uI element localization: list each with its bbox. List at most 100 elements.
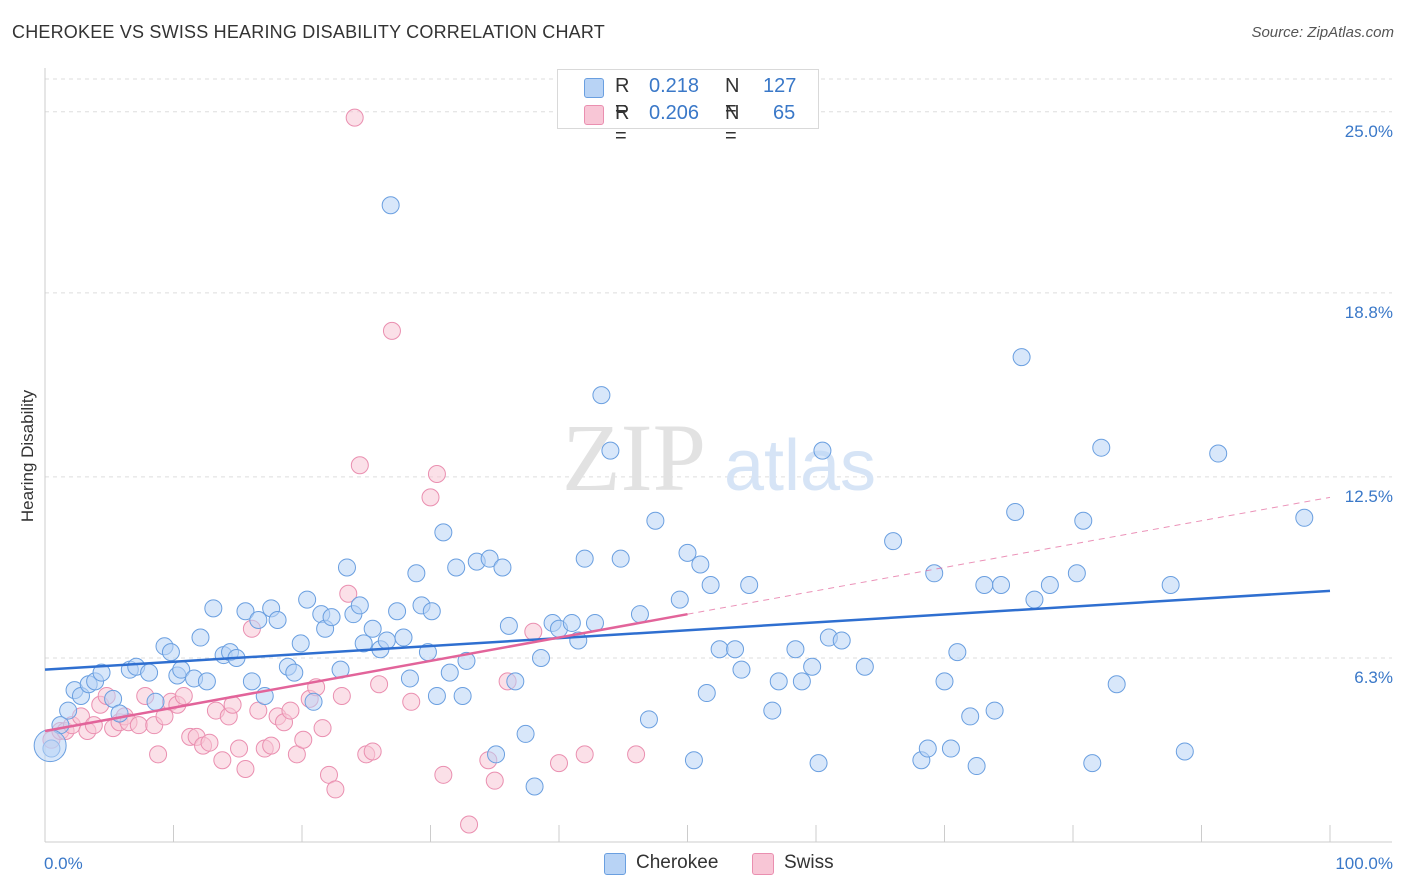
cherokee-point <box>236 602 255 621</box>
swiss-legend-label: Swiss <box>784 852 834 873</box>
source-label: Source: ZipAtlas.com <box>1251 24 1394 41</box>
cherokee-point <box>249 611 268 630</box>
cherokee-point <box>499 616 518 635</box>
cherokee-point <box>394 628 413 647</box>
swiss-point <box>460 815 479 834</box>
cherokee-point <box>377 631 396 650</box>
tick-labels: 6.3% 12.5% 18.8% 25.0% 0.0% 100.0% <box>44 122 1393 873</box>
cherokee-point <box>197 672 216 691</box>
cherokee-point <box>59 701 78 720</box>
cherokee-point <box>457 651 476 670</box>
swiss-trend-line <box>44 612 688 733</box>
swiss-point <box>281 701 300 720</box>
swiss-point <box>363 742 382 761</box>
r-value: 0.218 <box>649 75 700 97</box>
cherokee-point <box>562 613 581 632</box>
cherokee-point <box>1025 590 1044 609</box>
cherokee-point <box>516 724 535 743</box>
cherokee-point <box>525 777 544 796</box>
swiss-swatch <box>584 105 604 125</box>
cherokee-point <box>191 628 210 647</box>
cherokee-point <box>646 511 665 530</box>
chart-title: CHEROKEE VS SWISS HEARING DISABILITY COR… <box>12 22 605 42</box>
cherokee-point <box>601 441 620 460</box>
cherokee-point <box>732 660 751 679</box>
cherokee-point <box>813 441 832 460</box>
correlation-legend: R = 0.218 N = 127 R = 0.206 N = 65 <box>557 69 819 147</box>
swiss-point <box>236 759 255 778</box>
cherokee-point <box>967 757 986 776</box>
cherokee-point <box>447 558 466 577</box>
y-tick-label: 25.0% <box>1345 122 1393 141</box>
swiss-point <box>129 716 148 735</box>
cherokee-point <box>33 729 67 763</box>
x-tick-label: 100.0% <box>1335 854 1393 873</box>
cherokee-point <box>298 590 317 609</box>
cherokee-point <box>1107 675 1126 694</box>
cherokee-point <box>611 549 630 568</box>
cherokee-point <box>961 707 980 726</box>
cherokee-point <box>350 596 369 615</box>
cherokee-point <box>381 196 400 215</box>
cherokee-point <box>941 739 960 758</box>
swiss-point <box>174 686 193 705</box>
swiss-point <box>326 780 345 799</box>
cherokee-point <box>763 701 782 720</box>
cherokee-point <box>992 575 1011 594</box>
series-swiss-points <box>42 108 646 834</box>
trend-lines <box>44 496 1331 733</box>
cherokee-point <box>337 558 356 577</box>
cherokee-point <box>1083 754 1102 773</box>
swiss-point <box>345 108 364 127</box>
swiss-point <box>524 622 543 641</box>
cherokee-point <box>575 549 594 568</box>
swiss-point <box>149 745 168 764</box>
cherokee-point <box>925 564 944 583</box>
y-tick-label: 18.8% <box>1345 303 1393 322</box>
cherokee-point <box>422 602 441 621</box>
series-cherokee-points <box>33 196 1314 796</box>
cherokee-point <box>1012 348 1031 367</box>
cherokee-legend-swatch <box>604 853 626 875</box>
cherokee-point <box>1006 502 1025 521</box>
cherokee-point <box>935 672 954 691</box>
cherokee-point <box>291 634 310 653</box>
r-label: R = <box>615 102 630 147</box>
watermark-zip: ZIP <box>562 404 706 511</box>
cherokee-point <box>678 543 697 562</box>
cherokee-point <box>832 631 851 650</box>
cherokee-point <box>726 640 745 659</box>
cherokee-point <box>140 663 159 682</box>
cherokee-point <box>92 663 111 682</box>
cherokee-point <box>710 640 729 659</box>
cherokee-point <box>1074 511 1093 530</box>
cherokee-point <box>1067 564 1086 583</box>
swiss-trend-extension <box>687 496 1331 615</box>
swiss-point <box>313 719 332 738</box>
cherokee-point <box>684 751 703 770</box>
cherokee-point <box>242 672 261 691</box>
cherokee-point <box>975 575 994 594</box>
cherokee-point <box>407 564 426 583</box>
swiss-point <box>84 716 103 735</box>
watermark-atlas: atlas <box>724 426 876 506</box>
r-label: R = <box>615 75 630 120</box>
swiss-point <box>627 745 646 764</box>
cherokee-point <box>630 605 649 624</box>
cherokee-point <box>532 648 551 667</box>
cherokee-point <box>740 575 759 594</box>
cherokee-point <box>769 672 788 691</box>
swiss-point <box>213 751 232 770</box>
cherokee-point <box>434 523 453 542</box>
swiss-point <box>382 321 401 340</box>
cherokee-point <box>1040 575 1059 594</box>
cherokee-point <box>792 672 811 691</box>
cherokee-point <box>884 532 903 551</box>
axes <box>44 68 1392 843</box>
cherokee-point <box>1209 444 1228 463</box>
swiss-point <box>350 456 369 475</box>
cherokee-point <box>285 663 304 682</box>
swiss-point <box>370 675 389 694</box>
swiss-point <box>230 739 249 758</box>
